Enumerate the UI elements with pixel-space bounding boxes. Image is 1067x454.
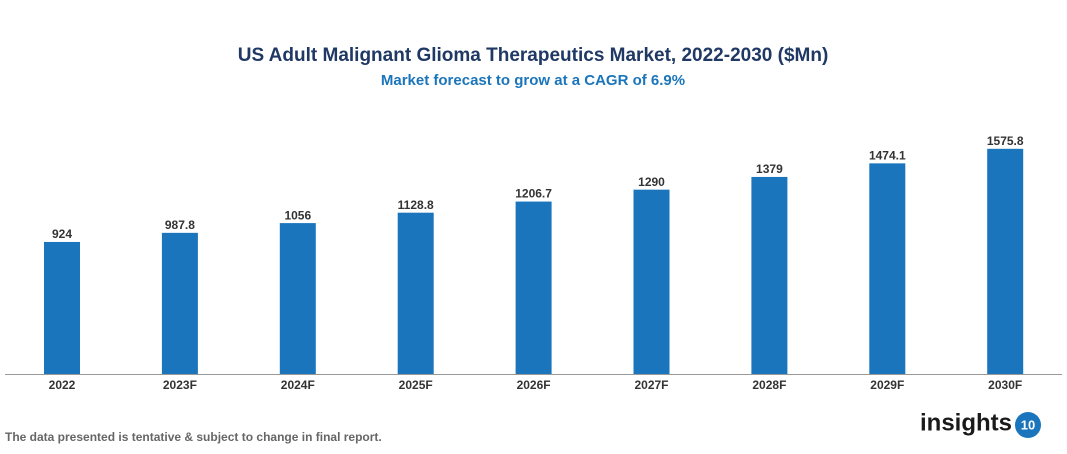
x-tick-label: 2022 — [49, 378, 76, 392]
bar — [279, 223, 316, 374]
x-tick-label: 2029F — [870, 378, 904, 392]
bar — [397, 212, 434, 374]
logo-text: insights — [920, 409, 1012, 436]
x-tick-label: 2024F — [281, 378, 315, 392]
value-label: 987.8 — [165, 218, 195, 232]
x-tick-label: 2025F — [399, 378, 433, 392]
x-tick-label: 2026F — [517, 378, 551, 392]
value-label: 1575.8 — [987, 134, 1024, 148]
bar — [44, 241, 80, 374]
bar — [869, 163, 906, 374]
value-label: 1128.8 — [398, 198, 434, 212]
value-label: 924 — [52, 227, 72, 241]
logo-number: 10 — [1021, 417, 1035, 432]
chart-subtitle: Market forecast to grow at a CAGR of 6.9… — [381, 72, 685, 89]
bar — [751, 176, 788, 374]
value-label: 1056 — [284, 208, 311, 222]
bar — [987, 148, 1024, 374]
value-label: 1206.7 — [515, 187, 552, 201]
value-label: 1290 — [638, 175, 665, 189]
x-tick-label: 2028F — [752, 378, 786, 392]
chart-title: US Adult Malignant Glioma Therapeutics M… — [238, 45, 829, 66]
bar — [161, 232, 198, 374]
logo-badge — [1015, 412, 1041, 438]
value-label: 1474.1 — [869, 149, 906, 163]
bar — [515, 201, 552, 374]
x-tick-label: 2023F — [163, 378, 197, 392]
bar — [633, 189, 670, 374]
value-label: 1379 — [756, 162, 783, 176]
x-tick-label: 2030F — [988, 378, 1022, 392]
footer-note: The data presented is tentative & subjec… — [5, 430, 382, 444]
x-tick-label: 2027F — [634, 378, 668, 392]
